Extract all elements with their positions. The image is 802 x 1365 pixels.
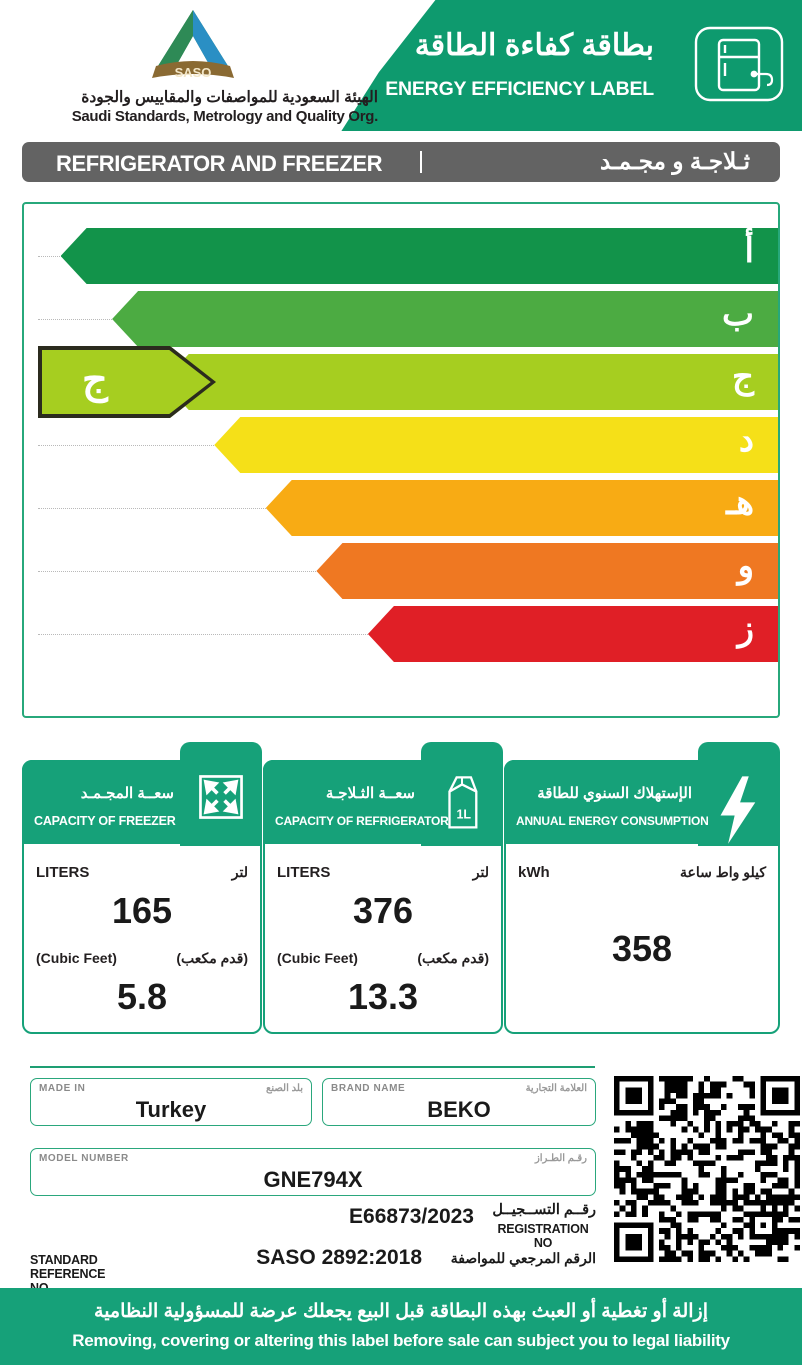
- label-footer: إزالة أو تغطية أو العبث بهذه البطاقة قبل…: [0, 1288, 802, 1365]
- panel-title-ar-refrigerator: سعــة الثـلاجـة: [325, 785, 415, 802]
- rating-bar-arrow-6: [367, 606, 778, 662]
- product-type-bar: REFRIGERATOR AND FREEZER ثـلاجـة و مجـمـ…: [22, 142, 780, 182]
- rating-letter-د: د: [738, 421, 754, 459]
- rating-bar-arrow-1: [112, 291, 778, 347]
- rating-bar-0: أ: [60, 228, 778, 284]
- registration-label-en: REGISTRATION NO: [497, 1222, 589, 1250]
- rating-bar-arrow-4: [265, 480, 778, 536]
- brand-label-en: BRAND NAME: [331, 1083, 406, 1094]
- rating-letter-أ: أ: [744, 232, 754, 270]
- value-primary-energy: 358: [611, 928, 673, 969]
- panel-title-ar-freezer: سعــة المجـمـد: [80, 785, 174, 802]
- rating-letter-ب: ب: [721, 295, 754, 333]
- panel-title-en-freezer: CAPACITY OF FREEZER: [34, 814, 176, 828]
- footer-warning-english: Removing, covering or altering this labe…: [72, 1331, 730, 1350]
- label-title-english: ENERGY EFFICIENCY LABEL: [385, 78, 654, 100]
- org-name-arabic: الهيئة السعودية للمواصفات والمقاييس والج…: [81, 89, 378, 106]
- rating-letter-و: و: [737, 547, 754, 585]
- standard-value: SASO 2892:2018: [256, 1246, 422, 1269]
- footer-warning-arabic: إزالة أو تغطية أو العبث بهذه البطاقة قبل…: [94, 1301, 708, 1322]
- label-title-arabic: بطاقة كفاءة الطاقة: [414, 29, 654, 62]
- rating-bar-arrow-5: [316, 543, 778, 599]
- unit-ar-2-freezer: (قدم مكعب): [176, 950, 248, 966]
- lightning-bolt-icon: [720, 776, 756, 844]
- capacity-panels: سعــة المجـمـد CAPACITY OF FREEZER LITERS ل…: [21, 742, 780, 1034]
- milk-carton-icon: 1L: [448, 776, 478, 829]
- qr-code[interactable]: [614, 1076, 800, 1262]
- expand-arrows-icon: [199, 775, 243, 819]
- model-number-field[interactable]: MODEL NUMBER رقـم الطـراز GNE794X: [30, 1148, 596, 1196]
- panel-icon-tab-refrigerator: 1L: [421, 742, 503, 846]
- current-rating-arrow: ج: [38, 346, 216, 418]
- made-in-value: Turkey: [135, 1097, 207, 1122]
- made-in-field[interactable]: MADE IN بلد الصنع Turkey: [30, 1078, 312, 1126]
- rating-letter-ج: ج: [732, 358, 754, 396]
- product-type-arabic: ثـلاجـة و مجـمـد: [599, 148, 750, 174]
- unit-ar-1-energy: كيلو واط ساعة: [680, 864, 766, 880]
- panel-title-ar-energy: الإستهلاك السنوي للطاقة: [537, 785, 692, 802]
- rating-bar-arrow-2: [162, 354, 778, 410]
- panel-icon-tab-freezer: [180, 742, 262, 846]
- saso-logo: SASO: [152, 10, 234, 80]
- current-rating-badge: ج: [38, 346, 216, 418]
- model-label-ar: رقـم الطـراز: [534, 1153, 587, 1164]
- rating-bar-1: ب: [112, 291, 778, 347]
- value-secondary-freezer: 5.8: [116, 976, 168, 1017]
- current-rating-outline: [38, 346, 216, 418]
- panel-title-en-energy: ANNUAL ENERGY CONSUMPTION: [516, 814, 709, 828]
- unit-en-2-refrigerator: (Cubic Feet): [277, 950, 358, 966]
- value-secondary-refrigerator: 13.3: [347, 976, 419, 1017]
- made-in-label-en: MADE IN: [39, 1083, 86, 1094]
- current-rating-letter: ج: [82, 358, 108, 402]
- rating-bar-3: د: [214, 417, 778, 473]
- panel-title-en-refrigerator: CAPACITY OF REFRIGERATOR: [275, 814, 449, 828]
- unit-en-1-energy: kWh: [518, 864, 550, 881]
- registration-value: E66873/2023: [349, 1205, 474, 1228]
- model-value: GNE794X: [263, 1167, 363, 1192]
- svg-text:1L: 1L: [456, 807, 471, 821]
- rating-bar-2: ج: [162, 354, 778, 410]
- made-in-label-ar: بلد الصنع: [266, 1083, 303, 1094]
- unit-en-1-freezer: LITERS: [36, 864, 90, 881]
- brand-name-field[interactable]: BRAND NAME العلامة التجارية BEKO: [322, 1078, 596, 1126]
- panel-energy: الإستهلاك السنوي للطاقة ANNUAL ENERGY CON…: [503, 742, 780, 1034]
- value-primary-freezer: 165: [111, 890, 173, 931]
- panel-icon-tab-energy: [698, 742, 780, 846]
- standard-label-en: STANDARD REFERENCE NO: [30, 1253, 106, 1295]
- rating-bar-5: و: [316, 543, 778, 599]
- rating-bar-arrow-3: [214, 417, 778, 473]
- unit-en-2-freezer: (Cubic Feet): [36, 950, 117, 966]
- unit-en-1-refrigerator: LITERS: [277, 864, 331, 881]
- unit-ar-1-refrigerator: لتر: [472, 864, 489, 880]
- standard-label-ar: الرقم المرجعي للمواصفة: [450, 1250, 596, 1266]
- unit-ar-2-refrigerator: (قدم مكعب): [417, 950, 489, 966]
- value-primary-refrigerator: 376: [352, 890, 414, 931]
- product-type-english: REFRIGERATOR AND FREEZER: [56, 151, 383, 176]
- brand-label-ar: العلامة التجارية: [525, 1083, 587, 1094]
- rating-letter-ز: ز: [737, 610, 754, 648]
- unit-ar-1-freezer: لتر: [231, 864, 248, 880]
- rating-bar-6: ز: [367, 606, 778, 662]
- panel-refrigerator: 1L سعــة الثـلاجـة CAPACITY OF REFRIGERATO…: [262, 742, 503, 1034]
- brand-value: BEKO: [427, 1097, 491, 1122]
- panel-freezer: سعــة المجـمـد CAPACITY OF FREEZER LITERS ل…: [21, 742, 262, 1034]
- efficiency-rating-chart: أ ب ج د هـ و ز ج: [22, 202, 780, 718]
- svg-text:SASO: SASO: [175, 65, 212, 80]
- registration-label-ar: رقــم التســجيــل: [492, 1202, 596, 1218]
- rating-letter-هـ: هـ: [726, 484, 754, 522]
- product-info-section: MADE IN بلد الصنع Turkey BRAND NAME العل…: [22, 1060, 800, 1295]
- type-divider: [420, 151, 422, 173]
- rating-bar-arrow-0: [60, 228, 778, 284]
- info-top-rule: [30, 1066, 595, 1068]
- refrigerator-icon: [694, 26, 784, 102]
- org-name-english: Saudi Standards, Metrology and Quality O…: [71, 108, 379, 125]
- rating-bar-4: هـ: [265, 480, 778, 536]
- model-label-en: MODEL NUMBER: [39, 1153, 129, 1164]
- label-header: SASO الهيئة السعودية للمواصفات والمقاييس…: [0, 0, 802, 131]
